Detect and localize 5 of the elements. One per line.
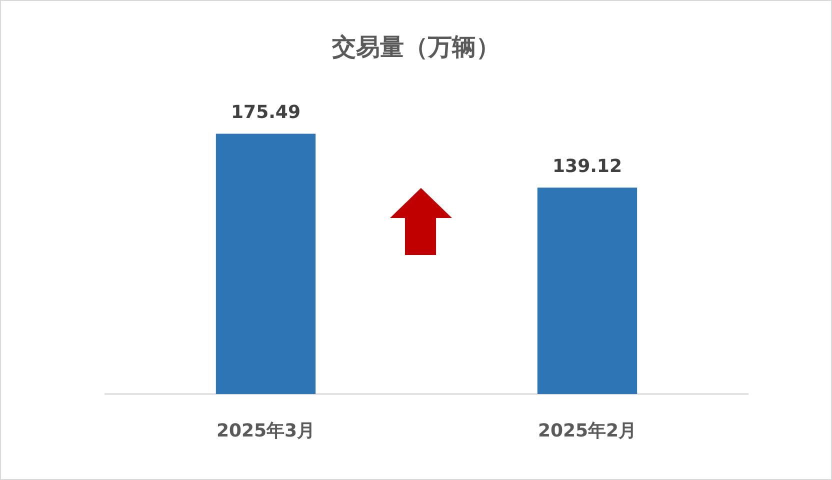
data-label: 175.49	[231, 102, 300, 124]
data-label: 139.12	[552, 156, 622, 178]
chart-title: 交易量（万辆）	[331, 33, 500, 61]
x-tick-label: 2025年2月	[538, 420, 637, 442]
x-tick-label: 2025年3月	[216, 420, 316, 442]
